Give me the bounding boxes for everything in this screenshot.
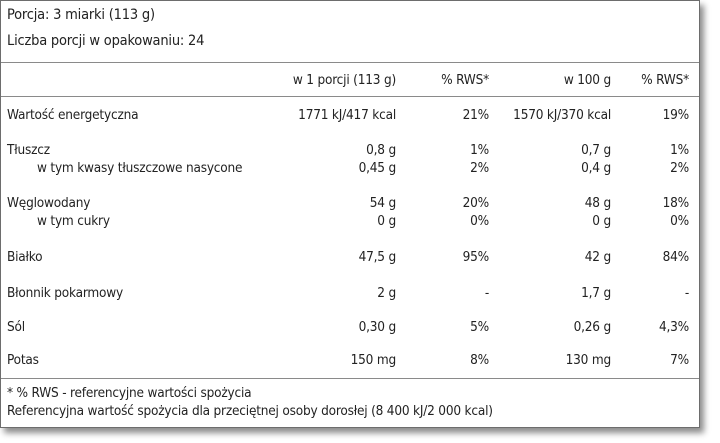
row-protein-per-portion: 47,5 g: [358, 249, 397, 265]
row-protein-label: Białko: [7, 249, 43, 265]
row-potassium-per-portion: 150 mg: [350, 352, 397, 368]
row-protein-rws-100g: 84%: [662, 249, 690, 265]
footnote-reference-intake: Referencyjna wartość spożycia dla przeci…: [7, 403, 493, 419]
row-energy-per-100g: 1570 kJ/370 kcal: [513, 107, 611, 123]
header-rws-portion: % RWS*: [441, 72, 489, 88]
header-per-portion: w 1 porcji (113 g): [292, 72, 396, 88]
row-sugars-label: w tym cukry: [37, 213, 110, 229]
row-carbs-label: Węglowodany: [7, 195, 91, 211]
row-potassium-rws-100g: 7%: [670, 352, 689, 368]
header-rws-100g: % RWS*: [641, 72, 689, 88]
row-energy-per-portion: 1771 kJ/417 kcal: [298, 107, 396, 123]
nutrition-facts-panel: Porcja: 3 miarki (113 g) Liczba porcji w…: [0, 0, 700, 428]
row-fibre-rws-portion: -: [484, 285, 489, 301]
row-potassium-per-100g: 130 mg: [565, 352, 612, 368]
row-salt-per-portion: 0,30 g: [358, 319, 397, 335]
row-carbs-rws-100g: 18%: [662, 195, 690, 211]
row-fibre-rws-100g: -: [684, 285, 689, 301]
divider-bottom: [1, 378, 699, 379]
row-sugars-per-portion: 0 g: [377, 213, 396, 229]
row-fibre-per-100g: 1,7 g: [581, 285, 611, 301]
row-saturated-rws-portion: 2%: [470, 160, 489, 176]
row-saturated-per-100g: 0,4 g: [581, 160, 611, 176]
row-sugars-per-100g: 0 g: [592, 213, 611, 229]
row-carbs-per-portion: 54 g: [369, 195, 396, 211]
row-saturated-label: w tym kwasy tłuszczowe nasycone: [37, 160, 243, 176]
row-sugars-rws-100g: 0%: [670, 213, 689, 229]
row-energy-label: Wartość energetyczna: [7, 107, 139, 123]
divider-header: [1, 96, 699, 97]
row-salt-rws-100g: 4,3%: [658, 319, 689, 335]
row-salt-rws-portion: 5%: [470, 319, 489, 335]
row-fat-rws-portion: 1%: [470, 142, 489, 158]
row-energy-rws-portion: 21%: [462, 107, 490, 123]
row-sugars-rws-portion: 0%: [470, 213, 489, 229]
serving-size: Porcja: 3 miarki (113 g): [7, 7, 155, 23]
row-carbs-rws-portion: 20%: [462, 195, 490, 211]
row-fat-rws-100g: 1%: [670, 142, 689, 158]
row-fat-per-portion: 0,8 g: [366, 142, 396, 158]
servings-per-pack: Liczba porcji w opakowaniu: 24: [7, 33, 205, 49]
row-fibre-per-portion: 2 g: [377, 285, 396, 301]
row-saturated-per-portion: 0,45 g: [358, 160, 397, 176]
row-protein-rws-portion: 95%: [462, 249, 490, 265]
row-fat-label: Tłuszcz: [7, 142, 50, 158]
row-potassium-label: Potas: [7, 352, 39, 368]
header-per-100g: w 100 g: [563, 72, 611, 88]
row-carbs-per-100g: 48 g: [584, 195, 611, 211]
row-salt-label: Sól: [7, 319, 25, 335]
row-fat-per-100g: 0,7 g: [581, 142, 611, 158]
row-saturated-rws-100g: 2%: [670, 160, 689, 176]
divider-top: [1, 62, 699, 63]
row-salt-per-100g: 0,26 g: [573, 319, 612, 335]
footnote-rws: * % RWS - referencyjne wartości spożycia: [7, 385, 252, 401]
row-fibre-label: Błonnik pokarmowy: [7, 285, 123, 301]
row-energy-rws-100g: 19%: [662, 107, 690, 123]
row-protein-per-100g: 42 g: [584, 249, 611, 265]
row-potassium-rws-portion: 8%: [470, 352, 489, 368]
